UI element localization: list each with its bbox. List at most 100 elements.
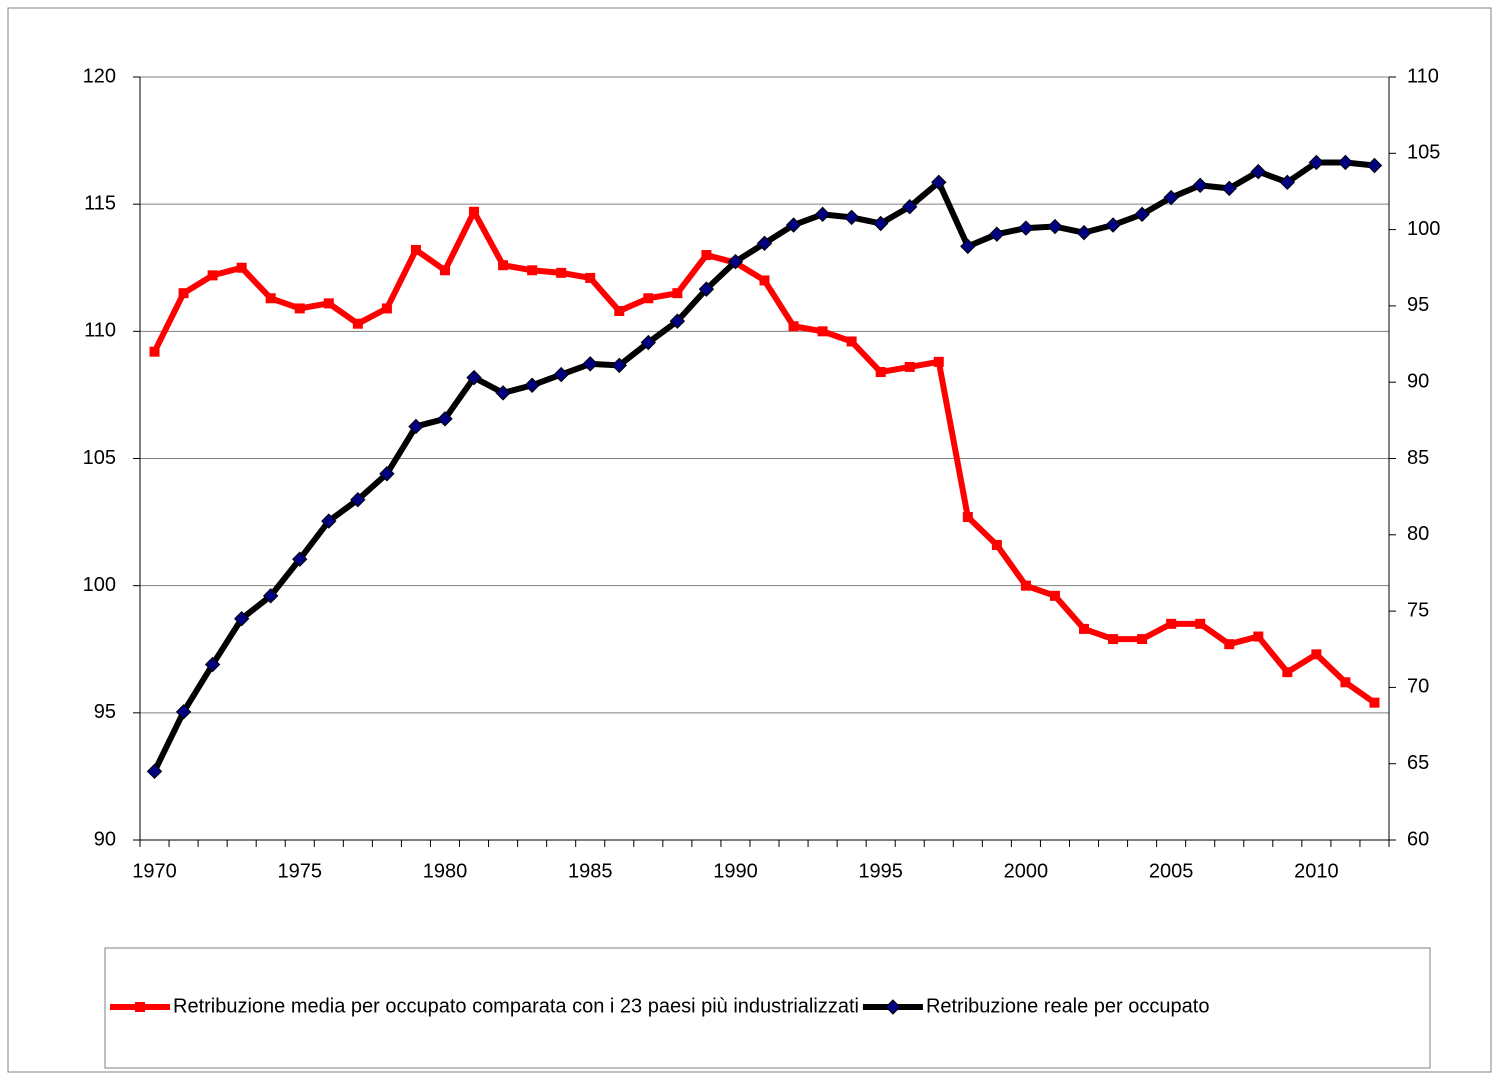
data-point: [437, 411, 453, 427]
y-tick-label: 90: [94, 828, 116, 850]
y-tick-label: 105: [83, 447, 116, 469]
data-point: [1282, 667, 1293, 678]
data-point: [1224, 639, 1235, 650]
y2-tick-label: 90: [1407, 370, 1429, 392]
data-point: [292, 551, 308, 567]
data-point: [553, 366, 569, 383]
data-point: [379, 466, 395, 482]
data-point: [495, 385, 511, 401]
data-point: [466, 369, 482, 386]
data-point: [381, 303, 392, 314]
data-point: [1049, 590, 1060, 601]
y2-tick-label: 105: [1407, 142, 1440, 164]
data-point: [321, 513, 337, 529]
data-point: [669, 313, 686, 329]
x-tick-label: 2005: [1149, 860, 1194, 882]
data-point: [204, 656, 221, 673]
data-point: [408, 418, 424, 435]
data-point: [439, 265, 450, 276]
data-point: [350, 491, 366, 508]
data-point: [1311, 649, 1322, 660]
data-point: [527, 265, 538, 276]
x-tick-label: 1985: [568, 860, 613, 882]
data-point: [294, 303, 305, 314]
data-point: [1134, 206, 1150, 223]
data-point: [1195, 618, 1206, 629]
data-point: [902, 199, 918, 215]
data-point: [759, 275, 770, 286]
data-point: [701, 250, 712, 261]
data-point: [1137, 634, 1148, 645]
y2-tick-label: 85: [1407, 447, 1429, 469]
data-point: [817, 326, 828, 337]
data-point: [178, 288, 189, 299]
data-point: [933, 356, 944, 367]
data-point: [1340, 677, 1351, 688]
data-point: [1192, 177, 1208, 194]
y-tick-label: 95: [94, 701, 116, 723]
data-point: [149, 346, 160, 357]
data-point: [1108, 634, 1119, 645]
data-point: [146, 763, 163, 780]
data-point: [785, 217, 802, 233]
data-point: [1250, 163, 1266, 180]
legend-marker: [885, 999, 901, 1015]
data-point: [582, 356, 598, 372]
legend-box: [104, 947, 1431, 1069]
y-tick-label: 120: [83, 65, 116, 87]
data-point: [872, 215, 889, 232]
data-point: [175, 704, 192, 720]
y2-tick-label: 60: [1407, 828, 1429, 850]
x-tick-label: 2000: [1004, 860, 1049, 882]
data-point: [1076, 224, 1092, 241]
data-point: [960, 238, 976, 255]
y2-tick-label: 110: [1407, 65, 1439, 87]
data-point: [843, 209, 860, 226]
data-point: [352, 318, 363, 329]
data-point: [814, 206, 831, 223]
data-point: [991, 539, 1002, 550]
y2-tick-label: 65: [1407, 752, 1429, 774]
data-point: [1020, 580, 1031, 591]
data-point: [611, 357, 627, 374]
data-point: [469, 206, 480, 217]
y-tick-label: 100: [83, 574, 116, 596]
data-point: [640, 334, 657, 351]
data-point: [1163, 189, 1179, 206]
data-point: [524, 377, 540, 393]
data-point: [498, 260, 509, 271]
y2-tick-label: 80: [1407, 523, 1429, 545]
data-point: [846, 336, 857, 347]
data-point: [756, 235, 773, 252]
data-point: [236, 262, 247, 273]
data-point: [207, 270, 218, 281]
data-point: [585, 272, 596, 283]
data-point: [556, 267, 567, 278]
data-point: [1253, 631, 1264, 642]
data-point: [989, 226, 1005, 242]
data-point: [614, 305, 625, 316]
data-point: [931, 174, 947, 191]
y2-tick-label: 75: [1407, 599, 1429, 621]
y2-tick-label: 70: [1407, 676, 1429, 698]
data-point: [1105, 217, 1121, 233]
data-point: [1337, 154, 1354, 171]
data-point: [788, 321, 799, 332]
x-tick-label: 1975: [278, 860, 323, 882]
data-point: [672, 288, 683, 299]
data-point: [233, 611, 250, 627]
x-tick-label: 1990: [713, 860, 758, 882]
data-point: [1047, 218, 1063, 235]
data-point: [1279, 174, 1296, 191]
data-point: [323, 298, 334, 309]
data-point: [1166, 618, 1177, 629]
data-point: [1308, 154, 1325, 171]
data-point: [1221, 180, 1237, 197]
data-point: [643, 293, 654, 304]
legend-label: Retribuzione reale per occupato: [926, 995, 1210, 1017]
data-point: [727, 253, 744, 270]
y2-tick-label: 100: [1407, 218, 1440, 240]
x-tick-label: 1970: [132, 860, 177, 882]
data-point: [263, 588, 279, 604]
